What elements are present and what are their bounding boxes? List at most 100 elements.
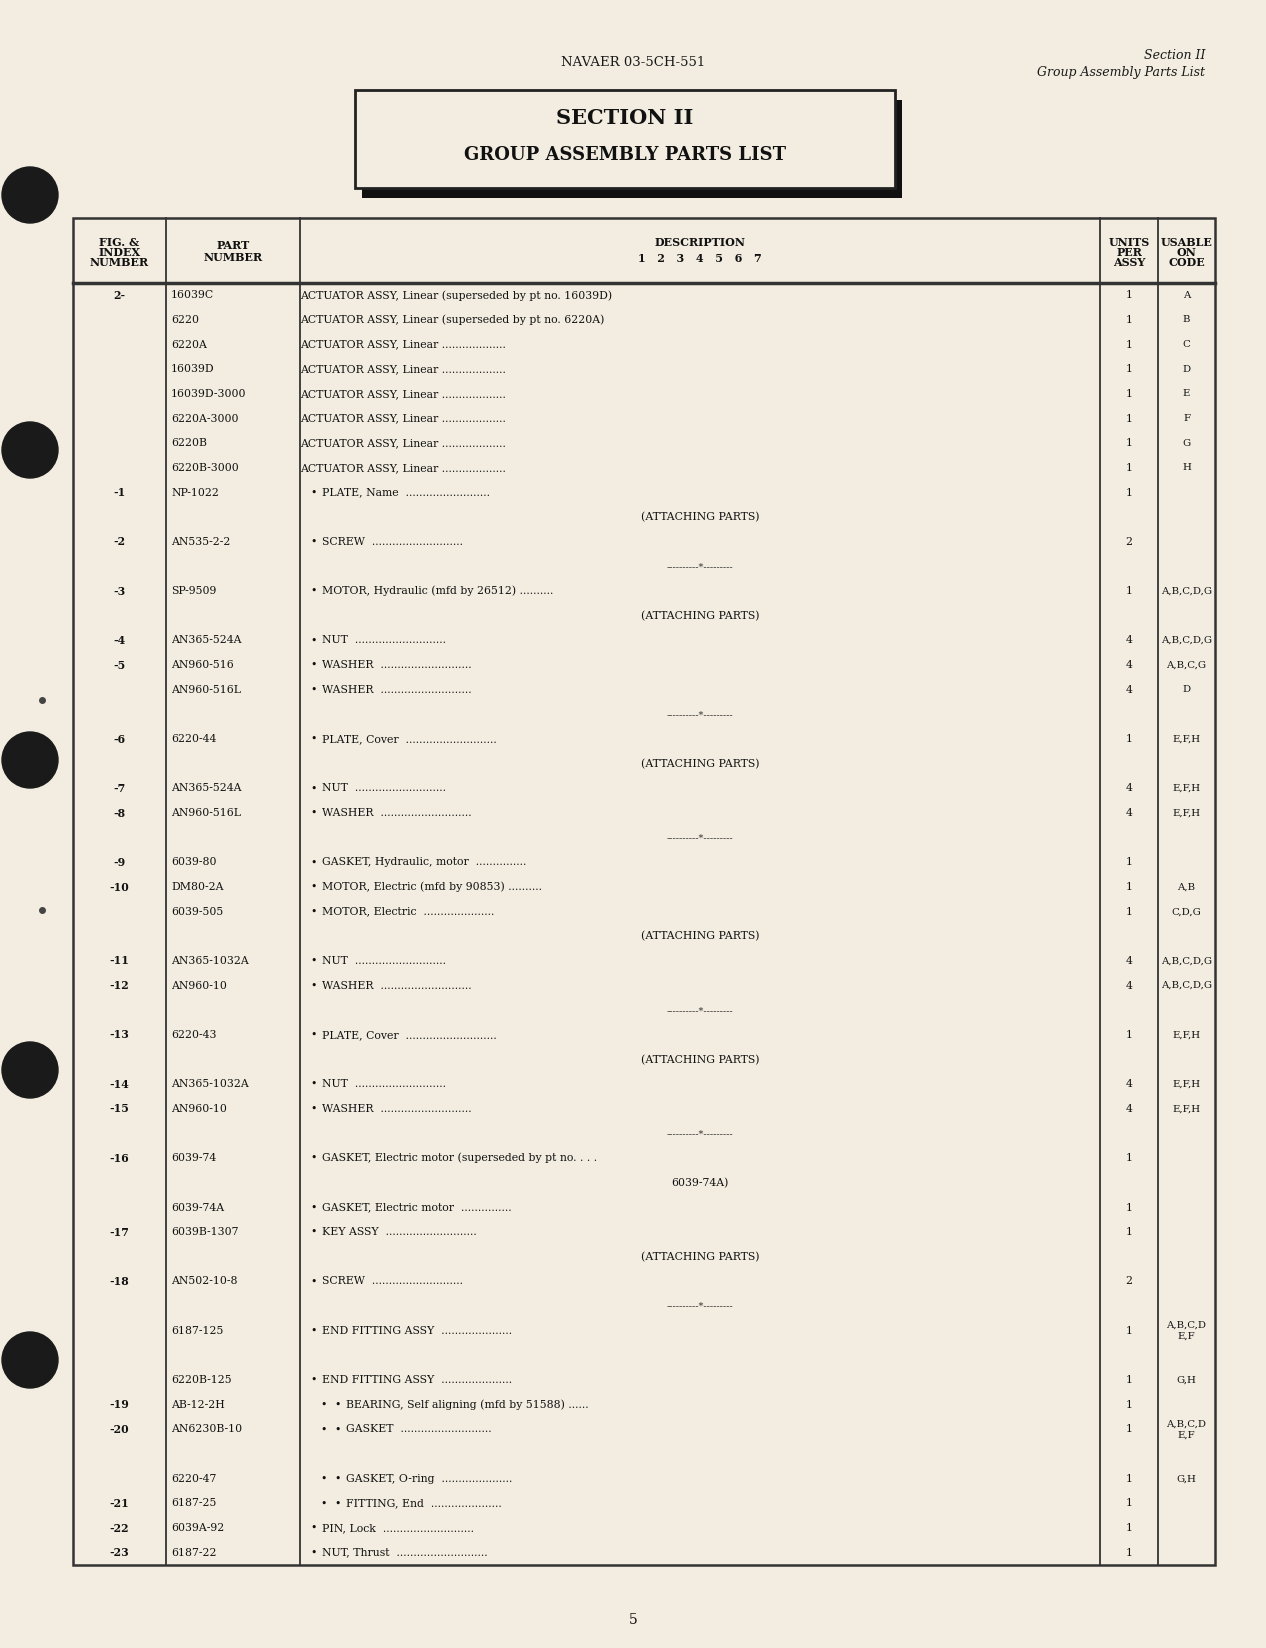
Text: E,F,H: E,F,H bbox=[1172, 1030, 1200, 1040]
Text: •: • bbox=[310, 1154, 316, 1163]
Text: A,B,C,D,G: A,B,C,D,G bbox=[1161, 587, 1212, 595]
Text: C,D,G: C,D,G bbox=[1171, 906, 1201, 916]
Text: CODE: CODE bbox=[1169, 257, 1205, 269]
Text: END FITTING ASSY  .....................: END FITTING ASSY ..................... bbox=[322, 1325, 513, 1337]
Text: -18: -18 bbox=[110, 1276, 129, 1287]
Text: WASHER  ...........................: WASHER ........................... bbox=[322, 981, 472, 990]
Text: •: • bbox=[320, 1473, 327, 1483]
Text: 6220B-3000: 6220B-3000 bbox=[171, 463, 239, 473]
Text: PLATE, Cover  ...........................: PLATE, Cover ........................... bbox=[322, 1030, 496, 1040]
Text: E,F,H: E,F,H bbox=[1172, 784, 1200, 793]
Text: 16039C: 16039C bbox=[171, 290, 214, 300]
Text: 2: 2 bbox=[1125, 1277, 1133, 1287]
Text: G: G bbox=[1182, 438, 1190, 448]
Text: E,F,H: E,F,H bbox=[1172, 1079, 1200, 1089]
Bar bbox=[73, 218, 1215, 1566]
Text: 4: 4 bbox=[1125, 783, 1133, 793]
Text: -13: -13 bbox=[110, 1030, 129, 1040]
Text: ----------*---------: ----------*--------- bbox=[667, 1302, 733, 1310]
Text: •: • bbox=[310, 906, 316, 916]
Text: A,B,C,D,G: A,B,C,D,G bbox=[1161, 636, 1212, 644]
Text: D: D bbox=[1182, 364, 1190, 374]
Text: -14: -14 bbox=[110, 1079, 129, 1089]
Text: MOTOR, Electric  .....................: MOTOR, Electric ..................... bbox=[322, 906, 495, 916]
Text: FIG. &: FIG. & bbox=[100, 237, 139, 247]
Text: •: • bbox=[310, 882, 316, 892]
Text: 1   2   3   4   5   6   7: 1 2 3 4 5 6 7 bbox=[638, 254, 762, 264]
Text: 4: 4 bbox=[1125, 1104, 1133, 1114]
Text: ACTUATOR ASSY, Linear ...................: ACTUATOR ASSY, Linear ..................… bbox=[300, 339, 506, 349]
Text: AN960-516L: AN960-516L bbox=[171, 686, 241, 695]
Bar bbox=[354, 91, 895, 188]
Text: GASKET  ...........................: GASKET ........................... bbox=[346, 1424, 491, 1434]
Text: -12: -12 bbox=[110, 981, 129, 990]
Text: NUT, Thrust  ...........................: NUT, Thrust ........................... bbox=[322, 1547, 487, 1557]
Text: •: • bbox=[310, 1523, 316, 1533]
Text: A,B,C,G: A,B,C,G bbox=[1166, 661, 1206, 669]
Text: 4: 4 bbox=[1125, 661, 1133, 671]
Text: Group Assembly Parts List: Group Assembly Parts List bbox=[1037, 66, 1205, 79]
Text: DESCRIPTION: DESCRIPTION bbox=[655, 237, 746, 247]
Text: ----------*---------: ----------*--------- bbox=[667, 834, 733, 842]
Text: 1: 1 bbox=[1125, 414, 1133, 424]
Text: ----------*---------: ----------*--------- bbox=[667, 562, 733, 570]
Text: WASHER  ...........................: WASHER ........................... bbox=[322, 661, 472, 671]
Text: 1: 1 bbox=[1125, 364, 1133, 374]
Text: UNITS: UNITS bbox=[1108, 237, 1150, 247]
Text: 1: 1 bbox=[1125, 1523, 1133, 1533]
Text: ----------*---------: ----------*--------- bbox=[667, 1005, 733, 1015]
Text: BEARING, Self aligning (mfd by 51588) ......: BEARING, Self aligning (mfd by 51588) ..… bbox=[346, 1399, 589, 1411]
Text: A,B,C,D,G: A,B,C,D,G bbox=[1161, 981, 1212, 990]
Circle shape bbox=[3, 732, 58, 788]
Text: 6220-44: 6220-44 bbox=[171, 733, 216, 745]
Text: F: F bbox=[1182, 414, 1190, 424]
Text: 1: 1 bbox=[1125, 1030, 1133, 1040]
Text: -9: -9 bbox=[114, 857, 125, 868]
Text: A: A bbox=[1182, 290, 1190, 300]
Text: 4: 4 bbox=[1125, 636, 1133, 646]
Text: WASHER  ...........................: WASHER ........................... bbox=[322, 1104, 472, 1114]
Text: -8: -8 bbox=[114, 808, 125, 819]
Text: •: • bbox=[310, 1374, 316, 1384]
Text: H: H bbox=[1182, 463, 1191, 473]
Text: 5: 5 bbox=[629, 1613, 637, 1627]
Text: WASHER  ...........................: WASHER ........................... bbox=[322, 808, 472, 817]
Text: •: • bbox=[310, 587, 316, 597]
Text: 1: 1 bbox=[1125, 1154, 1133, 1163]
Text: 6220A-3000: 6220A-3000 bbox=[171, 414, 238, 424]
Text: ACTUATOR ASSY, Linear ...................: ACTUATOR ASSY, Linear ..................… bbox=[300, 463, 506, 473]
Text: NUT  ...........................: NUT ........................... bbox=[322, 783, 446, 793]
Text: AN365-1032A: AN365-1032A bbox=[171, 1079, 248, 1089]
Text: 1: 1 bbox=[1125, 315, 1133, 325]
Bar bbox=[362, 101, 901, 198]
Text: (ATTACHING PARTS): (ATTACHING PARTS) bbox=[641, 758, 760, 770]
Text: 1: 1 bbox=[1125, 1203, 1133, 1213]
Text: 1: 1 bbox=[1125, 882, 1133, 892]
Text: ACTUATOR ASSY, Linear ...................: ACTUATOR ASSY, Linear ..................… bbox=[300, 364, 506, 374]
Text: 1: 1 bbox=[1125, 587, 1133, 597]
Text: AN365-524A: AN365-524A bbox=[171, 783, 242, 793]
Text: •: • bbox=[310, 783, 316, 793]
Text: 6187-22: 6187-22 bbox=[171, 1547, 216, 1557]
Text: Section II: Section II bbox=[1143, 48, 1205, 61]
Text: E,F,H: E,F,H bbox=[1172, 809, 1200, 817]
Text: AN535-2-2: AN535-2-2 bbox=[171, 537, 230, 547]
Text: 4: 4 bbox=[1125, 808, 1133, 817]
Text: GROUP ASSEMBLY PARTS LIST: GROUP ASSEMBLY PARTS LIST bbox=[465, 147, 786, 165]
Text: USABLE: USABLE bbox=[1161, 237, 1213, 247]
Text: (ATTACHING PARTS): (ATTACHING PARTS) bbox=[641, 1252, 760, 1262]
Text: 4: 4 bbox=[1125, 981, 1133, 990]
Text: FITTING, End  .....................: FITTING, End ..................... bbox=[346, 1498, 501, 1508]
Text: •: • bbox=[310, 1030, 316, 1040]
Text: •: • bbox=[310, 857, 316, 867]
Text: ----------*---------: ----------*--------- bbox=[667, 710, 733, 719]
Text: NUMBER: NUMBER bbox=[90, 257, 149, 269]
Text: NUMBER: NUMBER bbox=[204, 252, 262, 264]
Text: SECTION II: SECTION II bbox=[556, 109, 694, 129]
Text: 6039A-92: 6039A-92 bbox=[171, 1523, 224, 1533]
Circle shape bbox=[3, 1332, 58, 1388]
Text: ----------*---------: ----------*--------- bbox=[667, 1129, 733, 1139]
Text: -22: -22 bbox=[110, 1523, 129, 1534]
Text: END FITTING ASSY  .....................: END FITTING ASSY ..................... bbox=[322, 1374, 513, 1384]
Text: -10: -10 bbox=[110, 882, 129, 893]
